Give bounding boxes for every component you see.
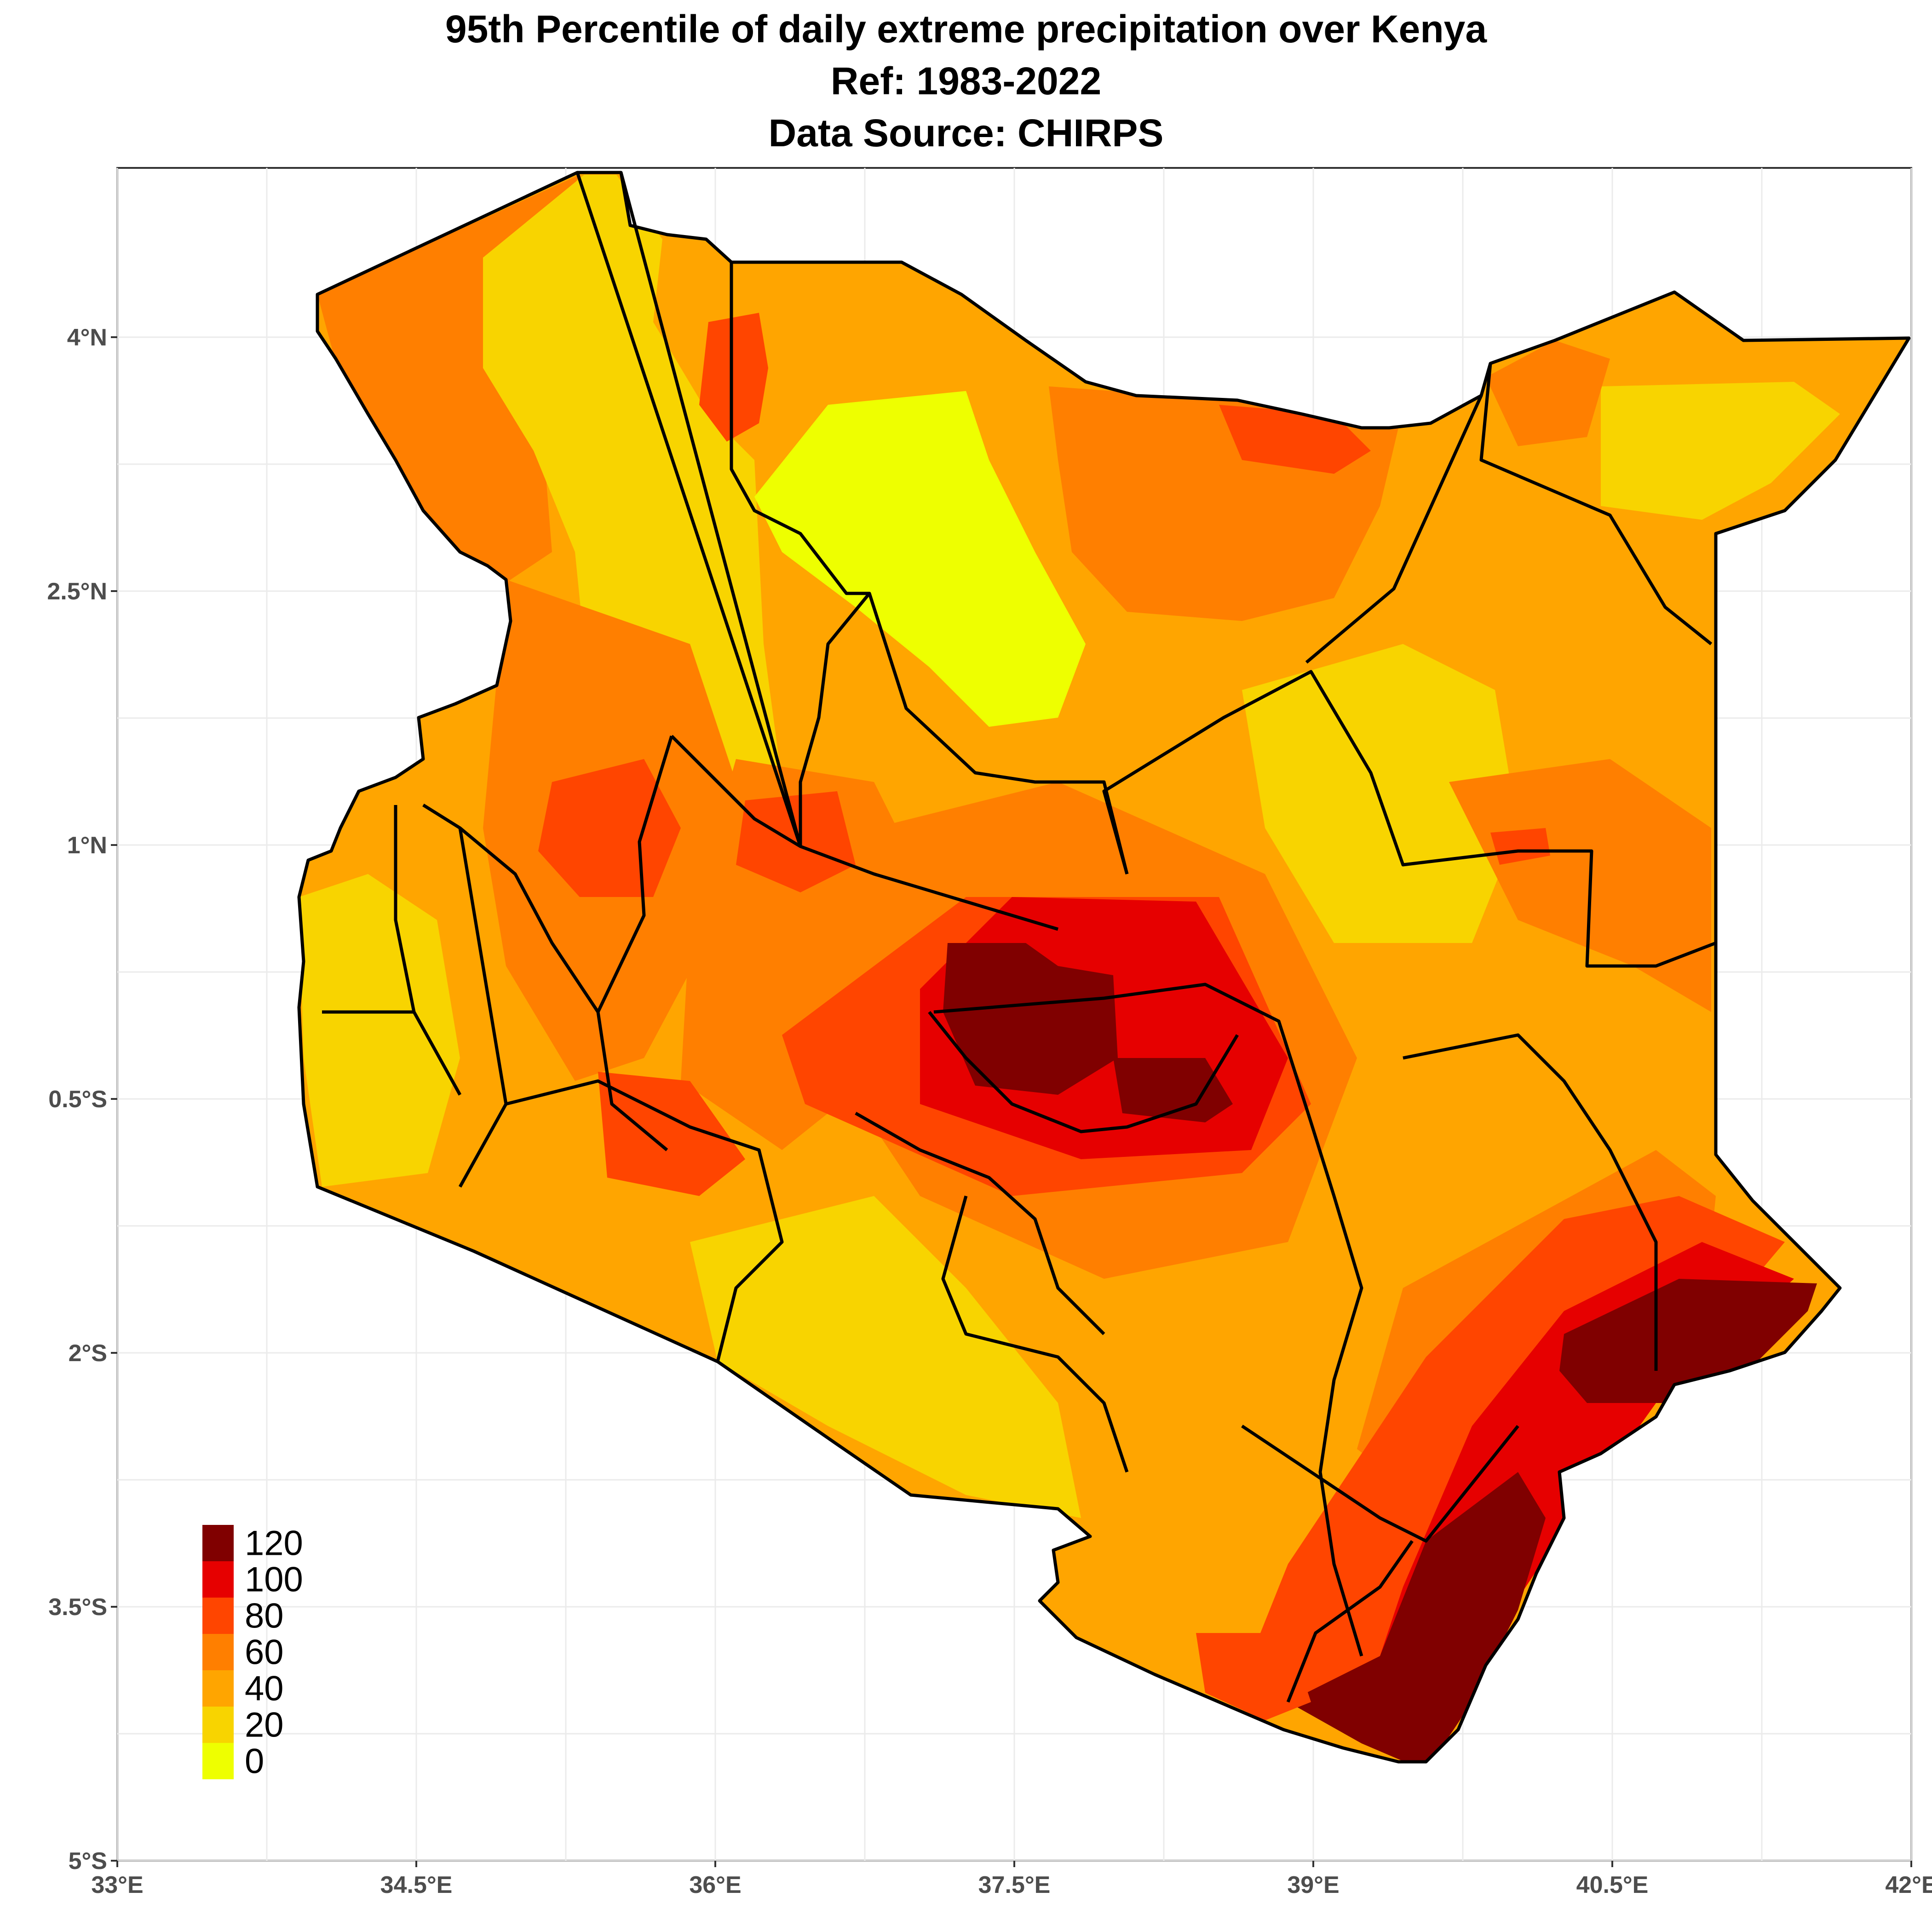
- legend-swatch: [202, 1743, 234, 1779]
- county-line-16: [855, 1111, 1105, 1335]
- y-tick-label: 0.5°S: [48, 1086, 107, 1113]
- legend-label: 120: [245, 1524, 303, 1563]
- legend-swatch: [202, 1707, 234, 1743]
- chart-title-line-3: Data Source: CHIRPS: [769, 111, 1164, 155]
- legend-label: 60: [245, 1633, 284, 1672]
- axes: 33°E 34.5°E 36°E 37.5°E 39°E 40.5°E 42°E 4°N 2.5…: [47, 324, 1932, 1898]
- legend-swatch: [202, 1561, 234, 1598]
- region-omo-80: [699, 313, 768, 442]
- county-line-18: [1403, 1033, 1658, 1371]
- chart-title-line-1: 95th Percentile of daily extreme precipi…: [445, 7, 1487, 51]
- region-northeast-20: [1601, 382, 1840, 520]
- legend-label: 80: [245, 1597, 284, 1636]
- region-mombasa-120: [1288, 1472, 1546, 1762]
- chart-title-line-2: Ref: 1983-2022: [831, 59, 1101, 103]
- county-line-5: [1305, 395, 1483, 664]
- region-lamu-120: [1559, 1279, 1817, 1403]
- county-line-15: [928, 1011, 1239, 1133]
- x-tick-label: 33°E: [91, 1872, 143, 1898]
- county-line-9: [459, 827, 599, 1013]
- region-east-60: [1449, 759, 1711, 1012]
- region-chalbi-0: [754, 391, 1086, 727]
- region-east-80: [1490, 828, 1550, 865]
- county-boundaries: [297, 171, 1911, 1764]
- y-tick-label: 5°S: [69, 1848, 107, 1874]
- county-line-14: [933, 983, 1363, 1657]
- y-tick-label: 4°N: [67, 324, 107, 351]
- region-mandera-60: [1486, 340, 1610, 446]
- x-tick-label: 36°E: [689, 1872, 741, 1898]
- region-south-80: [1196, 1633, 1311, 1720]
- county-line-3: [799, 592, 871, 846]
- region-wajir-20: [1242, 644, 1518, 943]
- county-line-6: [1479, 363, 1713, 645]
- region-kajiado-20: [690, 1196, 1081, 1518]
- county-line-0: [575, 172, 802, 847]
- county-line-7: [670, 735, 1059, 931]
- county-line-19: [1241, 1425, 1519, 1543]
- region-elgon-80: [538, 759, 681, 897]
- region-lake-basin-20: [299, 874, 460, 1187]
- legend-swatch: [202, 1670, 234, 1707]
- kenya-border: [297, 171, 1911, 1764]
- county-line-8: [596, 735, 673, 1151]
- region-embu-120: [1113, 1058, 1233, 1122]
- legend-swatch: [202, 1525, 234, 1561]
- y-tick-label: 2°S: [69, 1340, 107, 1367]
- x-tick-label: 39°E: [1287, 1872, 1339, 1898]
- region-mt-kenya-120: [943, 943, 1118, 1095]
- legend-swatch: [202, 1634, 234, 1670]
- county-line-20: [1286, 1540, 1414, 1703]
- y-tick-label: 1°N: [67, 832, 107, 859]
- county-line-4: [1102, 670, 1717, 968]
- legend-label: 0: [245, 1742, 264, 1781]
- y-tick-label: 3.5°S: [48, 1594, 107, 1621]
- legend-label: 20: [245, 1706, 284, 1745]
- county-line-13: [506, 1079, 784, 1362]
- legend-label: 40: [245, 1669, 284, 1708]
- county-line-17: [941, 1196, 1129, 1473]
- y-tick-label: 2.5°N: [47, 578, 107, 605]
- x-tick-label: 37.5°E: [978, 1872, 1051, 1898]
- county-line-12: [322, 1010, 462, 1096]
- county-line-10: [422, 804, 508, 1188]
- region-mara-80: [598, 1072, 745, 1196]
- county-line-11: [394, 805, 416, 1012]
- legend-label: 100: [245, 1560, 303, 1599]
- county-line-1: [619, 172, 802, 847]
- x-tick-label: 34.5°E: [380, 1872, 453, 1898]
- legend-swatch: [202, 1598, 234, 1634]
- x-tick-label: 40.5°E: [1576, 1872, 1649, 1898]
- x-tick-label: 42°E: [1885, 1872, 1932, 1898]
